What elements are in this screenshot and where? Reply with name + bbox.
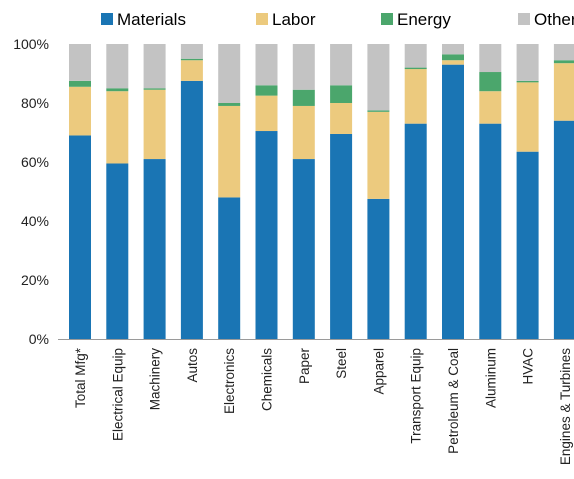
- bar-segment-labor-hvac: [516, 82, 539, 152]
- y-tick-label: 0%: [29, 331, 49, 347]
- legend-label-energy: Energy: [397, 10, 451, 29]
- x-category-label: Apparel: [371, 348, 386, 395]
- x-category-label: Transport Equip: [409, 348, 424, 444]
- bar-segment-energy-electronics: [218, 103, 241, 106]
- legend-label-other: Other: [534, 10, 574, 29]
- bar-segment-materials-chemicals: [255, 131, 278, 339]
- bar-segment-other-steel: [330, 44, 353, 86]
- bar-segment-labor-autos: [180, 60, 203, 81]
- bar-segment-materials-engines-turbines: [553, 120, 574, 339]
- legend: Materials Labor Energy Other: [101, 10, 574, 29]
- bar-segment-other-aluminum: [479, 44, 502, 73]
- bar-segment-materials-aluminum: [479, 123, 502, 340]
- bar-segment-materials-paper: [292, 159, 315, 339]
- bar-segment-materials-transport-equip: [404, 123, 427, 340]
- x-axis: Total Mfg* Electrical Equip Machinery Autos…: [58, 339, 574, 465]
- bar-segment-other-apparel: [367, 44, 390, 111]
- bar-segment-other-total-mfg: [69, 44, 91, 81]
- bar-segment-materials-electronics: [218, 197, 241, 339]
- x-category-label: Autos: [185, 348, 200, 383]
- bar-segment-labor-steel: [330, 103, 353, 134]
- bar-segment-materials-electrical-equip: [106, 163, 129, 339]
- bar-segment-energy-aluminum: [479, 72, 502, 92]
- bar-segment-energy-electrical-equip: [106, 88, 129, 92]
- legend-label-labor: Labor: [272, 10, 316, 29]
- bar-segment-energy-steel: [330, 85, 353, 103]
- x-category-label: HVAC: [521, 348, 536, 385]
- bar-segment-materials-steel: [330, 133, 353, 339]
- bar-segment-other-hvac: [516, 44, 539, 81]
- bar-segment-materials-autos: [180, 80, 203, 339]
- y-tick-label: 100%: [13, 36, 49, 52]
- y-axis: 0% 20% 40% 60% 80% 100%: [13, 36, 49, 347]
- bar-segment-energy-engines-turbines: [553, 60, 574, 64]
- bar-segment-other-paper: [292, 44, 315, 90]
- x-category-label: Paper: [297, 348, 312, 385]
- bar-segment-other-engines-turbines: [553, 44, 574, 61]
- bar-segment-materials-apparel: [367, 198, 390, 339]
- bar-segment-other-chemicals: [255, 44, 278, 86]
- x-category-label: Machinery: [148, 348, 163, 411]
- bar-segment-other-autos: [180, 44, 203, 59]
- x-category-label: Steel: [334, 348, 349, 379]
- bar-segment-energy-total-mfg: [69, 80, 91, 87]
- y-tick-label: 60%: [21, 154, 49, 170]
- bar-segment-energy-machinery: [143, 88, 166, 90]
- bar-segment-energy-chemicals: [255, 85, 278, 96]
- bar-segment-labor-transport-equip: [404, 69, 427, 124]
- bar-segment-labor-electrical-equip: [106, 91, 129, 164]
- y-tick-label: 40%: [21, 213, 49, 229]
- bar-segment-labor-apparel: [367, 111, 390, 199]
- bar-segment-energy-petroleum-coal: [442, 54, 464, 61]
- bar-segment-materials-total-mfg: [69, 135, 91, 339]
- bar-segment-other-electrical-equip: [106, 44, 129, 89]
- bar-segment-materials-petroleum-coal: [442, 64, 464, 340]
- bar-segment-energy-autos: [180, 58, 203, 61]
- x-category-label: Chemicals: [260, 348, 275, 411]
- bar-segment-labor-total-mfg: [69, 86, 91, 136]
- x-category-label: Electronics: [222, 348, 237, 414]
- bar-segment-labor-engines-turbines: [553, 63, 574, 121]
- x-category-label: Aluminum: [483, 348, 498, 408]
- x-category-label: Electrical Equip: [110, 348, 125, 441]
- bar-segment-energy-apparel: [367, 110, 390, 112]
- legend-label-materials: Materials: [117, 10, 186, 29]
- bar-segment-labor-electronics: [218, 105, 241, 198]
- x-category-label: Engines & Turbines: [558, 348, 573, 465]
- bar-segment-materials-machinery: [143, 159, 166, 339]
- bar-segment-labor-paper: [292, 105, 315, 160]
- x-category-label: Petroleum & Coal: [446, 348, 461, 454]
- bar-segment-energy-transport-equip: [404, 67, 427, 70]
- legend-swatch-labor: [256, 13, 268, 25]
- legend-swatch-energy: [381, 13, 393, 25]
- bar-segment-labor-machinery: [143, 89, 166, 160]
- y-tick-label: 20%: [21, 272, 49, 288]
- bar-segment-energy-hvac: [516, 80, 539, 83]
- legend-swatch-materials: [101, 13, 113, 25]
- bar-segment-labor-aluminum: [479, 91, 502, 124]
- bar-segment-energy-paper: [292, 89, 315, 106]
- bar-segment-materials-hvac: [516, 151, 539, 339]
- y-tick-label: 80%: [21, 95, 49, 111]
- bar-segment-other-machinery: [143, 44, 166, 89]
- bars: [69, 44, 574, 340]
- bar-segment-labor-petroleum-coal: [442, 60, 464, 65]
- bar-segment-labor-chemicals: [255, 95, 278, 132]
- bar-segment-other-petroleum-coal: [442, 44, 464, 55]
- bar-segment-other-transport-equip: [404, 44, 427, 68]
- bar-segment-other-electronics: [218, 44, 241, 103]
- legend-swatch-other: [518, 13, 530, 25]
- x-category-label: Total Mfg*: [73, 347, 88, 408]
